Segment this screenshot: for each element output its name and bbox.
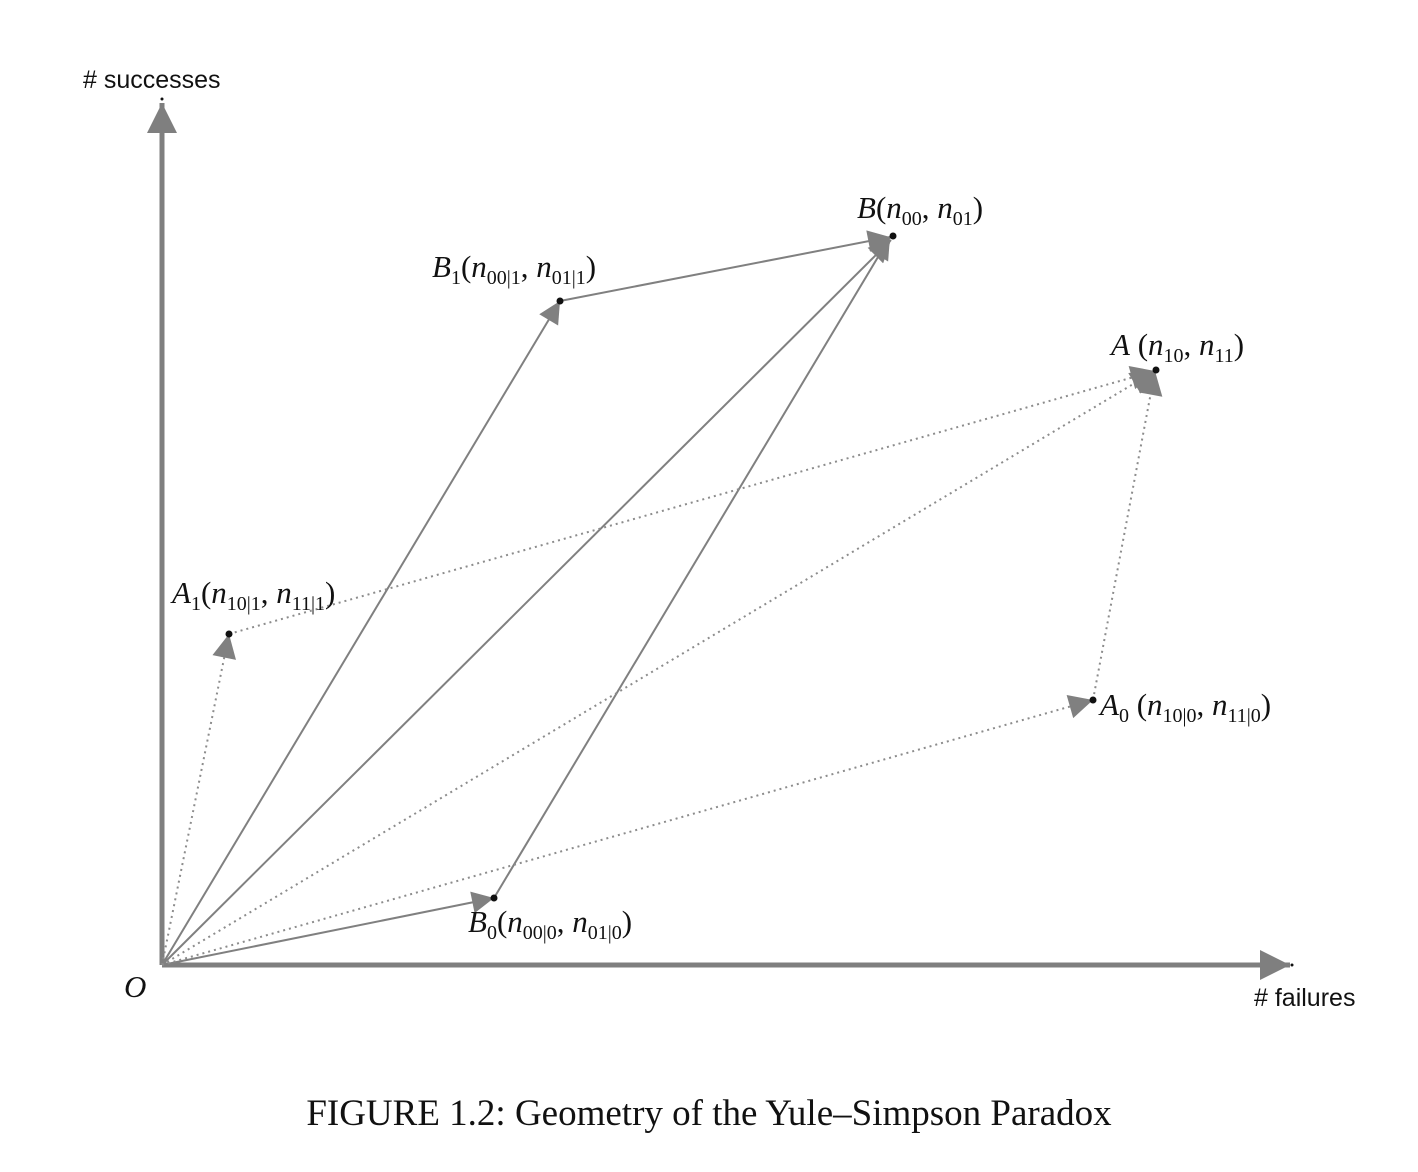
- point-b: [889, 232, 897, 240]
- label-b0: B0(n00|0, n01|0): [468, 904, 632, 944]
- point-b0: [490, 894, 498, 902]
- point-a: [1152, 366, 1160, 374]
- label-a1: A1(n10|1, n11|1): [170, 575, 335, 615]
- point-a0: [1089, 696, 1097, 704]
- y-axis-end-dot: [160, 97, 164, 101]
- label-a: A (n10, n11): [1109, 327, 1244, 367]
- vector-a0-a: [1092, 370, 1163, 701]
- vector-b0-b: [493, 236, 891, 899]
- label-b: B(n00, n01): [857, 190, 983, 230]
- vector-o-b1: [161, 300, 561, 966]
- label-b1: B1(n00|1, n01|1): [432, 249, 596, 289]
- vector-o-a1: [161, 633, 237, 966]
- vector-o-a: [161, 370, 1156, 966]
- y-axis-label: # successes: [83, 66, 221, 94]
- vector-a1-a: [228, 366, 1156, 635]
- x-axis-end-dot: [1290, 963, 1294, 967]
- label-a0: A0 (n10|0, n11|0): [1098, 687, 1271, 727]
- point-a1: [225, 630, 233, 638]
- point-b1: [556, 297, 564, 305]
- figure-caption: FIGURE 1.2: Geometry of the Yule–Simpson…: [306, 1093, 1112, 1134]
- vector-o-b: [161, 239, 892, 966]
- vector-b1-b: [559, 230, 891, 302]
- origin-label: O: [124, 969, 146, 1004]
- yule-simpson-diagram: # successes # failures O B(n00, n01) B1(…: [83, 66, 1355, 1012]
- x-axis-label: # failures: [1254, 984, 1355, 1012]
- vector-o-b0: [161, 891, 495, 966]
